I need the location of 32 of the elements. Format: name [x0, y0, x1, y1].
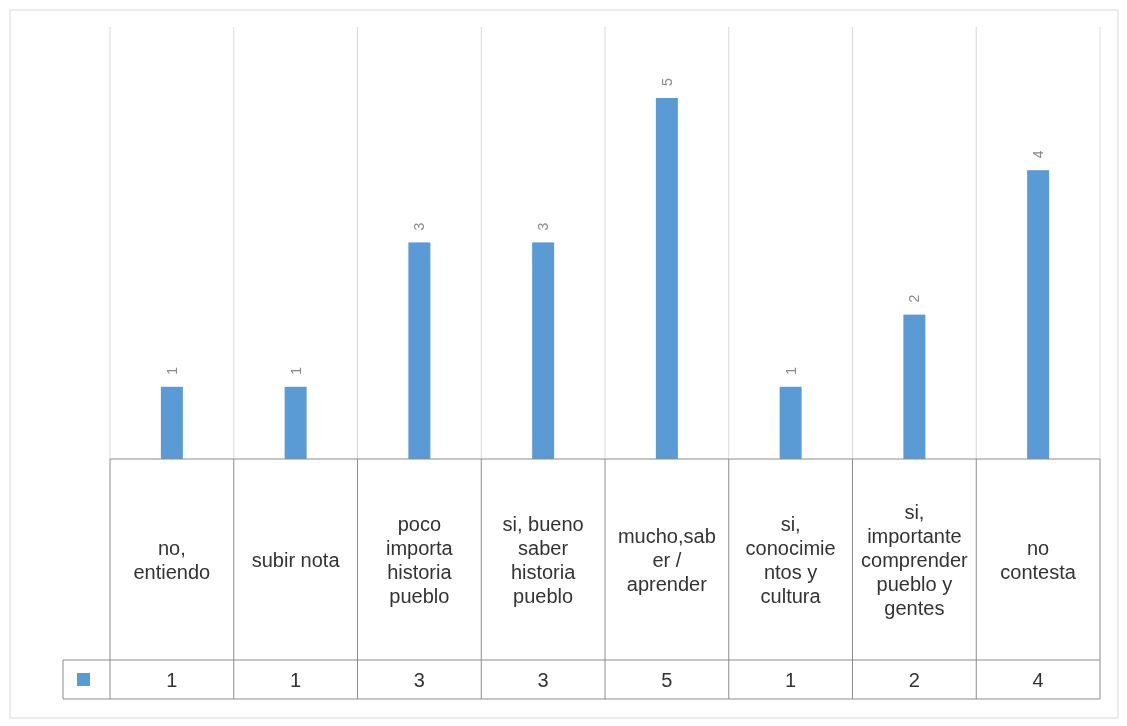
data-label: 1: [785, 668, 797, 691]
data-label: 3: [537, 668, 549, 691]
text: 1: [287, 367, 304, 375]
x-tick-label: no, entiendo: [133, 536, 211, 583]
text: 4: [1030, 150, 1047, 159]
x-tick-label: si, bueno saber historia pueblo: [502, 512, 584, 607]
text: 3: [535, 222, 552, 231]
text: 1: [782, 367, 799, 375]
x-tick-label: si, importante comprender pueblo y gentes: [861, 500, 969, 619]
data-label: 4: [1032, 668, 1044, 691]
x-tick-label: subir nota: [251, 548, 341, 571]
data-label: 1: [290, 668, 302, 691]
bar: [284, 386, 307, 459]
x-tick-label: mucho,saber / aprender: [617, 524, 716, 595]
bar: [160, 386, 183, 459]
bar: [532, 242, 555, 459]
x-tick-label: no contesta: [1000, 536, 1077, 583]
text: 1: [163, 367, 180, 375]
bar: [655, 98, 678, 459]
data-label: 2: [908, 668, 920, 691]
text: 5: [658, 78, 675, 86]
bar: [1027, 170, 1050, 459]
bar: [408, 242, 431, 459]
bar: [779, 386, 802, 459]
bar: [903, 314, 926, 459]
x-tick-label: si, conocimientos y cultura: [745, 512, 836, 607]
x-tick-label: poco importa historia pueblo: [386, 512, 454, 607]
data-label: 1: [166, 668, 178, 691]
text: 3: [411, 222, 428, 231]
data-label: 3: [413, 668, 425, 691]
data-label: 5: [661, 668, 673, 691]
text: 2: [906, 294, 923, 303]
